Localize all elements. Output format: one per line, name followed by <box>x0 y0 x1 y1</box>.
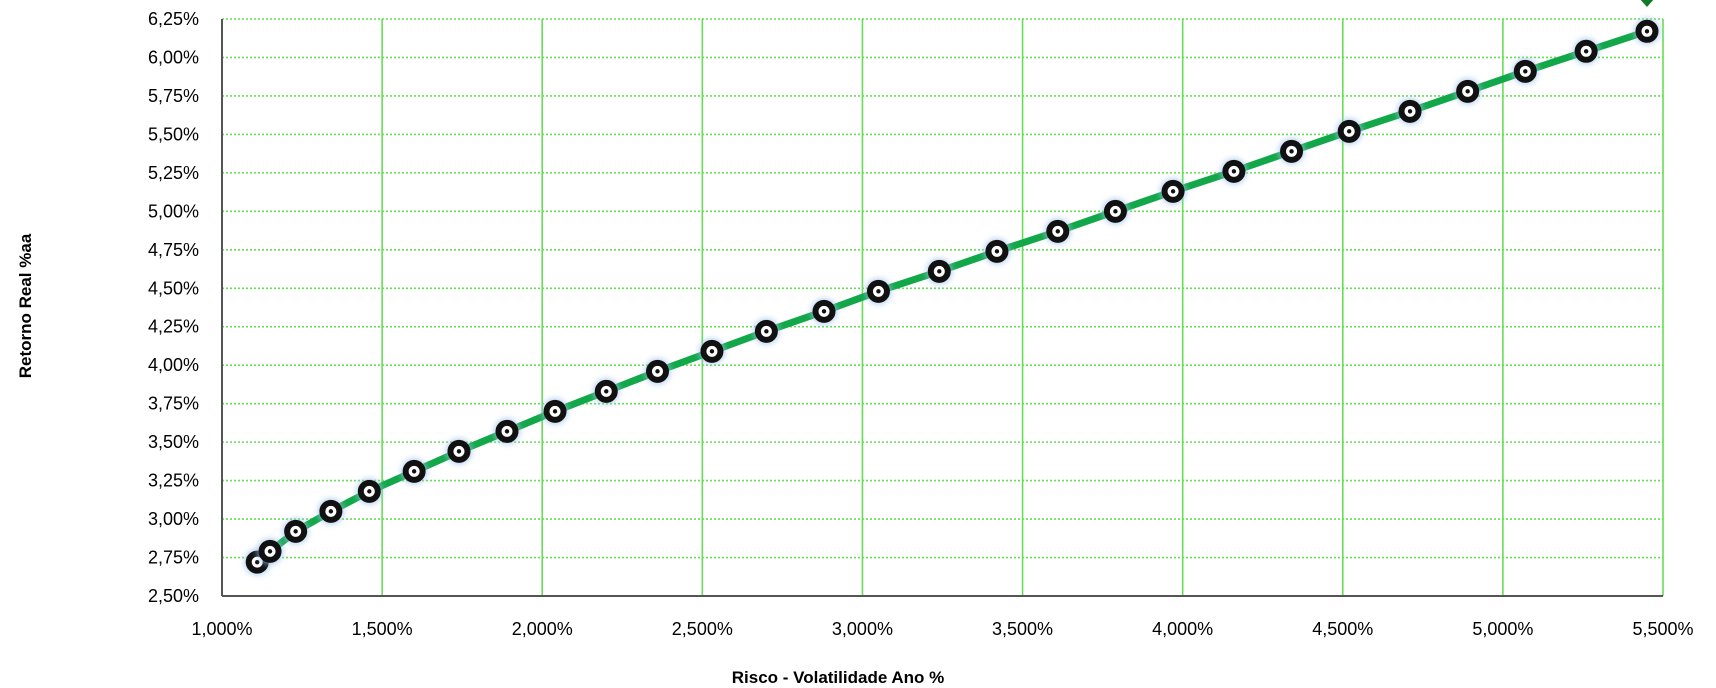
data-point-center <box>994 249 1000 254</box>
data-point-center <box>1170 189 1176 194</box>
y-tick-label: 3,75% <box>148 394 199 414</box>
data-point-center <box>1644 29 1650 34</box>
y-tick-label: 3,50% <box>148 432 199 452</box>
data-point-center <box>655 369 660 374</box>
y-tick-label: 6,25% <box>148 9 199 29</box>
series-line <box>253 27 1651 566</box>
axes <box>221 19 1663 597</box>
x-tick-label: 5,500% <box>1632 619 1693 639</box>
y-tick-label: 4,50% <box>148 278 199 298</box>
y-axis-tick-labels: 2,50% 2,75% 3,00% 3,25% 3,50% 3,75% 4,00% 4,25%… <box>148 9 199 606</box>
data-point-center <box>1289 149 1294 154</box>
y-tick-label: 4,00% <box>148 355 199 375</box>
x-tick-label: 2,500% <box>672 619 733 639</box>
data-point-center <box>821 309 827 314</box>
end-marker <box>1640 0 1654 7</box>
x-tick-label: 4,000% <box>1152 619 1213 639</box>
x-tick-label: 5,000% <box>1472 619 1533 639</box>
series <box>244 0 1660 576</box>
data-point-center <box>267 549 273 554</box>
x-tick-label: 1,000% <box>191 619 252 639</box>
x-axis-label: Risco - Volatilidade Ano % <box>732 668 945 687</box>
data-point-center <box>552 409 558 414</box>
x-tick-label: 2,000% <box>512 619 573 639</box>
data-point-center <box>1055 229 1060 234</box>
y-axis-label: Retorno Real %aa <box>16 233 35 378</box>
data-point-center <box>764 329 769 334</box>
x-tick-label: 3,000% <box>832 619 893 639</box>
data-point-center <box>604 389 609 394</box>
y-tick-label: 6,00% <box>148 47 199 67</box>
data-point-center <box>1346 129 1352 134</box>
data-point-center <box>937 269 942 274</box>
x-tick-label: 1,500% <box>352 619 413 639</box>
data-point-center <box>293 529 298 534</box>
y-tick-label: 5,00% <box>148 201 199 221</box>
data-point-center <box>255 559 260 565</box>
grid <box>222 18 1664 596</box>
data-point-center <box>1113 209 1118 214</box>
data-point-center <box>367 489 372 494</box>
y-tick-label: 3,00% <box>148 509 199 529</box>
x-axis-tick-labels: 1,000% 1,500% 2,000% 2,500% 3,000% 3,500% 4,00… <box>191 619 1693 639</box>
y-tick-label: 5,25% <box>148 163 199 183</box>
y-tick-label: 4,75% <box>148 240 199 260</box>
data-point-center <box>411 469 417 474</box>
data-point-center <box>456 449 462 454</box>
data-point-center <box>328 509 334 514</box>
data-point-center <box>1231 169 1237 174</box>
data-point-center <box>504 429 510 434</box>
y-tick-label: 4,25% <box>148 317 199 337</box>
data-point-center <box>1407 109 1413 114</box>
y-tick-label: 5,75% <box>148 86 199 106</box>
x-tick-label: 4,500% <box>1312 619 1373 639</box>
data-point-center <box>709 349 715 354</box>
data-point-center <box>1465 89 1470 94</box>
y-tick-label: 2,75% <box>148 548 199 568</box>
data-point-center <box>1523 69 1528 74</box>
x-tick-label: 3,500% <box>992 619 1053 639</box>
y-tick-label: 2,50% <box>148 586 199 606</box>
y-tick-label: 3,25% <box>148 471 199 491</box>
y-tick-label: 5,50% <box>148 124 199 144</box>
data-point-center <box>876 289 881 294</box>
data-point-center <box>1583 49 1589 54</box>
